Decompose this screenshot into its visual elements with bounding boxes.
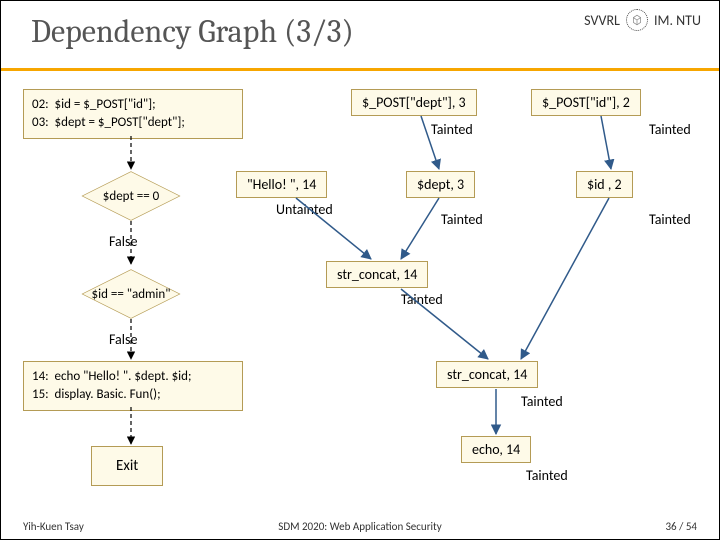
str-concat-1: str_concat, 14 — [326, 261, 428, 288]
tainted-label-7: Tainted — [526, 467, 568, 484]
diamond-id: $id == "admin" — [71, 269, 191, 319]
false-label-1: False — [109, 233, 137, 250]
hello-box: "Hello! ", 14 — [236, 171, 327, 198]
str-concat-2: str_concat, 14 — [436, 361, 538, 388]
untainted-label: Untainted — [276, 201, 333, 218]
tainted-label-1: Tainted — [431, 121, 473, 138]
post-dept-box: $_POST["dept"], 3 — [351, 89, 477, 116]
page-title: Dependency Graph (3/3) — [31, 13, 354, 50]
post-id-box: $_POST["id"], 2 — [531, 89, 641, 116]
svvrl-text: SVVRL — [584, 12, 620, 29]
footer-title: SDM 2020: Web Application Security — [278, 520, 441, 533]
footer-author: Yih-Kuen Tsay — [23, 520, 84, 533]
id-box: $id , 2 — [576, 171, 633, 198]
dept-box: $dept, 3 — [406, 171, 475, 198]
tainted-label-5: Tainted — [401, 291, 443, 308]
tainted-label-6: Tainted — [521, 393, 563, 410]
code-box-1: 02: $id = $_POST["id"]; 03: $dept = $_PO… — [23, 89, 243, 139]
tainted-label-2: Tainted — [649, 121, 691, 138]
code-box-2: 14: echo "Hello! ". $dept. $id; 15: disp… — [23, 361, 243, 411]
diamond-dept-text: $dept == 0 — [71, 171, 191, 221]
imntu-text: IM. NTU — [654, 12, 701, 29]
exit-box: Exit — [91, 446, 163, 486]
diamond-dept: $dept == 0 — [71, 171, 191, 221]
footer-page: 36 / 54 — [665, 520, 697, 533]
diamond-id-text: $id == "admin" — [71, 269, 191, 319]
header-right: SVVRL IM. NTU — [584, 9, 701, 31]
tainted-label-3: Tainted — [441, 211, 483, 228]
logo-icon — [626, 9, 648, 31]
echo-box: echo, 14 — [461, 436, 531, 463]
tainted-label-4: Tainted — [649, 211, 691, 228]
false-label-2: False — [109, 331, 137, 348]
